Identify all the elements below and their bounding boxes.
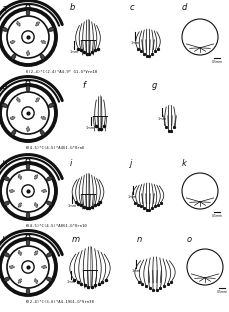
Ellipse shape [36, 98, 39, 102]
Ellipse shape [41, 41, 46, 44]
Ellipse shape [42, 266, 47, 268]
Text: i: i [70, 159, 72, 168]
Text: o: o [187, 235, 192, 244]
Text: f: f [82, 81, 85, 90]
Text: K(2-4)*C(2-4)*A4-9* G1-G*Vrn10: K(2-4)*C(2-4)*A4-9* G1-G*Vrn10 [26, 70, 97, 74]
Ellipse shape [26, 288, 30, 295]
Ellipse shape [4, 177, 10, 181]
Text: m: m [72, 235, 80, 244]
Text: d: d [182, 3, 187, 12]
Text: n: n [137, 235, 142, 244]
Ellipse shape [11, 130, 16, 135]
Ellipse shape [34, 251, 38, 255]
Text: 1mm: 1mm [131, 269, 141, 272]
Text: k: k [182, 159, 187, 168]
Text: j: j [130, 159, 132, 168]
Ellipse shape [18, 251, 22, 255]
Ellipse shape [26, 163, 30, 170]
Ellipse shape [46, 177, 52, 181]
Ellipse shape [48, 104, 54, 107]
Text: K(2-4)*C(3-6)*A4-19G1-G*Vrn38: K(2-4)*C(3-6)*A4-19G1-G*Vrn38 [26, 300, 95, 304]
Text: 1mm: 1mm [130, 41, 140, 45]
Ellipse shape [27, 51, 29, 56]
Text: 0.5mm: 0.5mm [216, 290, 227, 294]
Text: 1mm: 1mm [86, 126, 95, 129]
Ellipse shape [2, 27, 8, 32]
Ellipse shape [18, 279, 22, 283]
Ellipse shape [11, 54, 16, 60]
Ellipse shape [18, 175, 22, 179]
Text: a: a [2, 4, 7, 13]
Ellipse shape [10, 116, 15, 119]
Ellipse shape [4, 277, 10, 281]
Ellipse shape [26, 85, 30, 92]
Ellipse shape [4, 252, 10, 257]
Ellipse shape [2, 104, 8, 107]
Ellipse shape [42, 190, 47, 193]
Text: K(4-5)*C(4-5)*A8G1-G*Vrn10: K(4-5)*C(4-5)*A8G1-G*Vrn10 [26, 224, 88, 228]
Ellipse shape [27, 127, 29, 132]
Ellipse shape [34, 279, 38, 283]
Ellipse shape [46, 252, 52, 257]
Text: 1mm: 1mm [70, 50, 79, 54]
Text: 0.5mm: 0.5mm [212, 214, 223, 218]
Ellipse shape [46, 277, 52, 281]
Ellipse shape [36, 22, 39, 26]
Text: l: l [2, 236, 4, 245]
Ellipse shape [16, 98, 20, 102]
Text: 0.5mm: 0.5mm [212, 60, 223, 64]
Ellipse shape [34, 203, 38, 207]
Text: h: h [2, 160, 7, 169]
Text: K(4-5)*C(4-5)*A4G1-G*Vrn6: K(4-5)*C(4-5)*A4G1-G*Vrn6 [26, 146, 85, 150]
Text: g: g [152, 81, 157, 90]
Ellipse shape [26, 239, 30, 246]
Ellipse shape [9, 190, 14, 193]
Ellipse shape [18, 203, 22, 207]
Text: 1mm: 1mm [67, 204, 77, 207]
Ellipse shape [48, 27, 54, 32]
Ellipse shape [40, 130, 45, 135]
Text: c: c [130, 3, 135, 12]
Ellipse shape [46, 201, 52, 206]
Text: b: b [70, 3, 75, 12]
Ellipse shape [9, 266, 14, 268]
Ellipse shape [4, 201, 10, 206]
Ellipse shape [26, 212, 30, 219]
Text: 1mm: 1mm [157, 117, 167, 121]
Ellipse shape [41, 116, 46, 119]
Text: 1mm: 1mm [66, 280, 76, 284]
Ellipse shape [26, 9, 30, 16]
Ellipse shape [10, 41, 15, 44]
Ellipse shape [40, 54, 45, 60]
Ellipse shape [16, 22, 20, 26]
Text: e: e [2, 82, 7, 91]
Ellipse shape [34, 175, 38, 179]
Text: 1mm: 1mm [128, 195, 137, 199]
